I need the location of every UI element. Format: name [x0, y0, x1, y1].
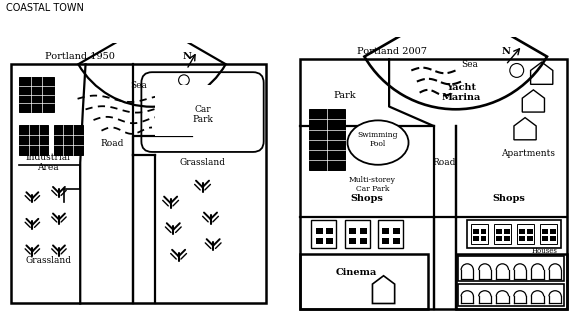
Text: Multi-storey
Car Park: Multi-storey Car Park	[349, 176, 396, 193]
Bar	[155, 85, 250, 136]
Bar	[540, 224, 557, 244]
Bar	[473, 229, 479, 234]
Wedge shape	[364, 4, 547, 109]
Bar	[54, 125, 83, 155]
Text: Apartments: Apartments	[501, 149, 555, 158]
Bar	[360, 228, 366, 234]
Bar	[327, 228, 334, 234]
Bar	[393, 228, 400, 234]
Bar	[458, 284, 564, 306]
Text: Cinema: Cinema	[335, 268, 376, 277]
Bar	[542, 236, 548, 241]
Bar	[393, 238, 400, 244]
Ellipse shape	[347, 120, 409, 165]
Bar	[550, 236, 555, 241]
Text: Road: Road	[101, 139, 124, 148]
Text: Yacht
Marina: Yacht Marina	[442, 83, 481, 103]
Bar	[504, 236, 510, 241]
Text: Industrial
Area: Industrial Area	[26, 153, 71, 172]
Bar	[496, 229, 502, 234]
Bar	[349, 228, 356, 234]
Bar	[316, 238, 323, 244]
Text: Road: Road	[433, 157, 456, 166]
Bar	[344, 220, 370, 248]
Bar	[458, 256, 564, 281]
Bar	[542, 229, 548, 234]
Bar	[383, 228, 390, 234]
Text: N: N	[501, 47, 510, 56]
Bar	[327, 238, 334, 244]
Bar	[496, 236, 502, 241]
Text: Sea: Sea	[461, 60, 478, 69]
Text: Car
Park: Car Park	[192, 105, 213, 124]
Text: Grassland: Grassland	[25, 257, 71, 265]
Bar	[494, 224, 510, 244]
Bar	[19, 77, 54, 112]
Text: N: N	[182, 52, 191, 61]
Bar	[519, 229, 525, 234]
Bar	[309, 109, 344, 170]
Bar	[467, 220, 561, 248]
Bar	[349, 238, 356, 244]
Bar	[481, 236, 487, 241]
Bar	[316, 228, 323, 234]
Bar	[378, 220, 403, 248]
Bar	[301, 254, 428, 309]
Bar	[481, 229, 487, 234]
Text: Portland 2007: Portland 2007	[357, 47, 427, 56]
Bar	[471, 224, 488, 244]
Text: Park: Park	[334, 91, 356, 100]
Text: COASTAL TOWN: COASTAL TOWN	[6, 3, 84, 13]
Text: Swimming
Pool: Swimming Pool	[358, 131, 398, 148]
Bar	[473, 236, 479, 241]
Text: Portland 1950: Portland 1950	[45, 52, 115, 61]
Bar	[504, 229, 510, 234]
Bar	[517, 224, 533, 244]
Bar	[527, 236, 532, 241]
Bar	[312, 220, 336, 248]
Bar	[550, 229, 555, 234]
Bar	[519, 236, 525, 241]
Bar	[360, 238, 366, 244]
Bar	[455, 254, 566, 309]
Bar	[19, 125, 49, 155]
Text: Shops: Shops	[350, 194, 383, 203]
Text: Shops: Shops	[492, 194, 525, 203]
Text: Sea: Sea	[130, 81, 147, 90]
Text: Houses: Houses	[532, 247, 557, 255]
Text: Grassland: Grassland	[180, 158, 225, 167]
Bar	[527, 229, 532, 234]
Bar	[383, 238, 390, 244]
Wedge shape	[79, 22, 225, 107]
